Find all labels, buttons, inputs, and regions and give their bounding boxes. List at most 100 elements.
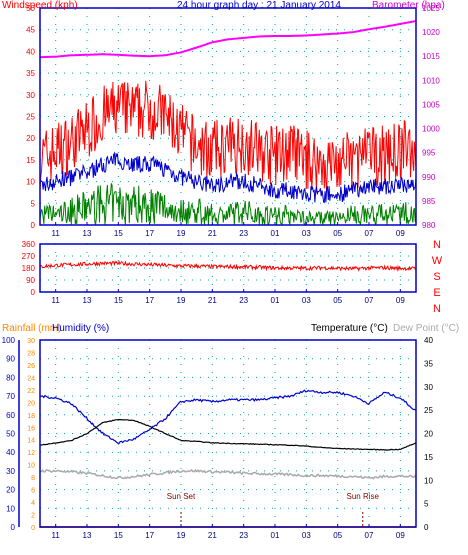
wind-avg-series — [39, 151, 417, 204]
baro-ytick-label: 995 — [422, 149, 436, 158]
wind-barometer-panel: 0510152025303540455098098599099510001005… — [26, 4, 440, 238]
rain-tick-label: 6 — [31, 488, 35, 495]
temp-tick-label: 10 — [424, 476, 433, 485]
temp-tick-label: 15 — [424, 453, 433, 462]
rain-tick-label: 26 — [27, 363, 35, 370]
wind-xtick-label: 15 — [114, 229, 123, 238]
wind-ytick-label: 50 — [26, 4, 35, 13]
rain-tick-label: 18 — [27, 413, 35, 420]
baro-ytick-label: 1010 — [422, 76, 440, 85]
temp-humidity-panel: Sun Set Sun Rise0102030405060708090100024… — [2, 336, 434, 540]
th-xtick-label: 13 — [83, 531, 92, 540]
dir-ytick-label: 180 — [22, 264, 36, 273]
dir-xtick-label: 05 — [333, 296, 342, 305]
dir-ytick-label: 0 — [31, 288, 36, 297]
baro-ytick-label: 985 — [422, 197, 436, 206]
baro-ytick-label: 1020 — [422, 28, 440, 37]
dir-xtick-label: 03 — [302, 296, 311, 305]
wind-ytick-label: 10 — [26, 178, 35, 187]
baro-ytick-label: 990 — [422, 173, 436, 182]
compass-label: S — [433, 271, 440, 283]
baro-ytick-label: 1005 — [422, 100, 440, 109]
wind-ytick-label: 0 — [31, 221, 36, 230]
th-xtick-label: 21 — [208, 531, 217, 540]
rain-tick-label: 2 — [31, 513, 35, 520]
rain-tick-label: 28 — [27, 350, 35, 357]
dir-xtick-label: 17 — [145, 296, 154, 305]
rain-tick-label: 14 — [27, 438, 35, 445]
wind-gust-series — [39, 80, 417, 193]
graph-title: 24 hour graph day : 21 January 2014 — [177, 0, 341, 11]
th-xtick-label: 23 — [239, 531, 248, 540]
dir-ytick-label: 270 — [22, 252, 36, 261]
compass-label: N — [433, 303, 441, 315]
th-frame — [39, 339, 417, 528]
humidity-tick-label: 30 — [6, 467, 15, 476]
windspeed-axis-title: Windspeed (kph) — [2, 0, 78, 11]
temp-tick-label: 30 — [424, 383, 433, 392]
dir-xtick-label: 11 — [52, 296, 61, 305]
rain-tick-label: 8 — [31, 475, 35, 482]
wind-xtick-label: 07 — [365, 229, 374, 238]
temp-tick-label: 20 — [424, 430, 433, 439]
wind-xtick-label: 13 — [83, 229, 92, 238]
rain-tick-label: 10 — [27, 463, 35, 470]
temperature-series — [39, 418, 417, 451]
wind-ytick-label: 20 — [26, 134, 35, 143]
humidity-tick-label: 80 — [6, 373, 15, 382]
wind-xtick-label: 23 — [239, 229, 248, 238]
legend-item: Humidity (%) — [52, 323, 109, 334]
wind-xtick-label: 17 — [145, 229, 154, 238]
th-xtick-label: 05 — [333, 531, 342, 540]
dir-xtick-label: 07 — [365, 296, 374, 305]
barometer-series — [39, 20, 417, 59]
wind-xtick-label: 11 — [52, 229, 61, 238]
sun-annotation-label: Sun Rise — [346, 492, 379, 501]
th-xtick-label: 17 — [145, 531, 154, 540]
dir-xtick-label: 23 — [239, 296, 248, 305]
text-layer: Windspeed (kph) 24 hour graph day : 21 Ja… — [2, 0, 459, 334]
wind-ytick-label: 25 — [26, 113, 35, 122]
wind-ytick-label: 40 — [26, 47, 35, 56]
rain-tick-label: 30 — [27, 338, 35, 345]
wind-low-series — [39, 182, 417, 227]
wind-xtick-label: 03 — [302, 229, 311, 238]
legend-item: Rainfall (mm) — [2, 323, 61, 334]
humidity-tick-label: 10 — [6, 504, 15, 513]
temp-tick-label: 0 — [424, 523, 429, 532]
sun-annotation-label: Sun Set — [167, 492, 196, 501]
wind-ytick-label: 15 — [26, 156, 35, 165]
rain-tick-label: 20 — [27, 400, 35, 407]
temp-tick-label: 25 — [424, 406, 433, 415]
dir-xtick-label: 01 — [271, 296, 280, 305]
humidity-tick-label: 0 — [11, 523, 16, 532]
humidity-series — [39, 389, 417, 445]
dir-xtick-label: 13 — [83, 296, 92, 305]
wind-xtick-label: 21 — [208, 229, 217, 238]
th-xtick-label: 09 — [396, 531, 405, 540]
barometer-axis-title: Barometer (hpa) — [372, 0, 445, 11]
legend-item: Dew Point (°C) — [393, 323, 459, 334]
humidity-tick-label: 100 — [2, 336, 16, 345]
rain-tick-label: 12 — [27, 450, 35, 457]
dir-xtick-label: 19 — [177, 296, 186, 305]
wind-direction-series — [39, 259, 416, 272]
th-xtick-label: 03 — [302, 531, 311, 540]
compass-label: E — [433, 287, 440, 299]
dir-xtick-label: 15 — [114, 296, 123, 305]
baro-ytick-label: 1015 — [422, 52, 440, 61]
dir-ytick-label: 90 — [26, 276, 35, 285]
humidity-tick-label: 50 — [6, 430, 15, 439]
dir-ytick-label: 360 — [22, 240, 36, 249]
wind-ytick-label: 35 — [26, 69, 35, 78]
humidity-tick-label: 40 — [6, 448, 15, 457]
rain-tick-label: 16 — [27, 425, 35, 432]
humidity-tick-label: 20 — [6, 486, 15, 495]
rain-tick-label: 4 — [31, 500, 35, 507]
dir-xtick-label: 09 — [396, 296, 405, 305]
humidity-tick-label: 90 — [6, 355, 15, 364]
temp-tick-label: 40 — [424, 336, 433, 345]
